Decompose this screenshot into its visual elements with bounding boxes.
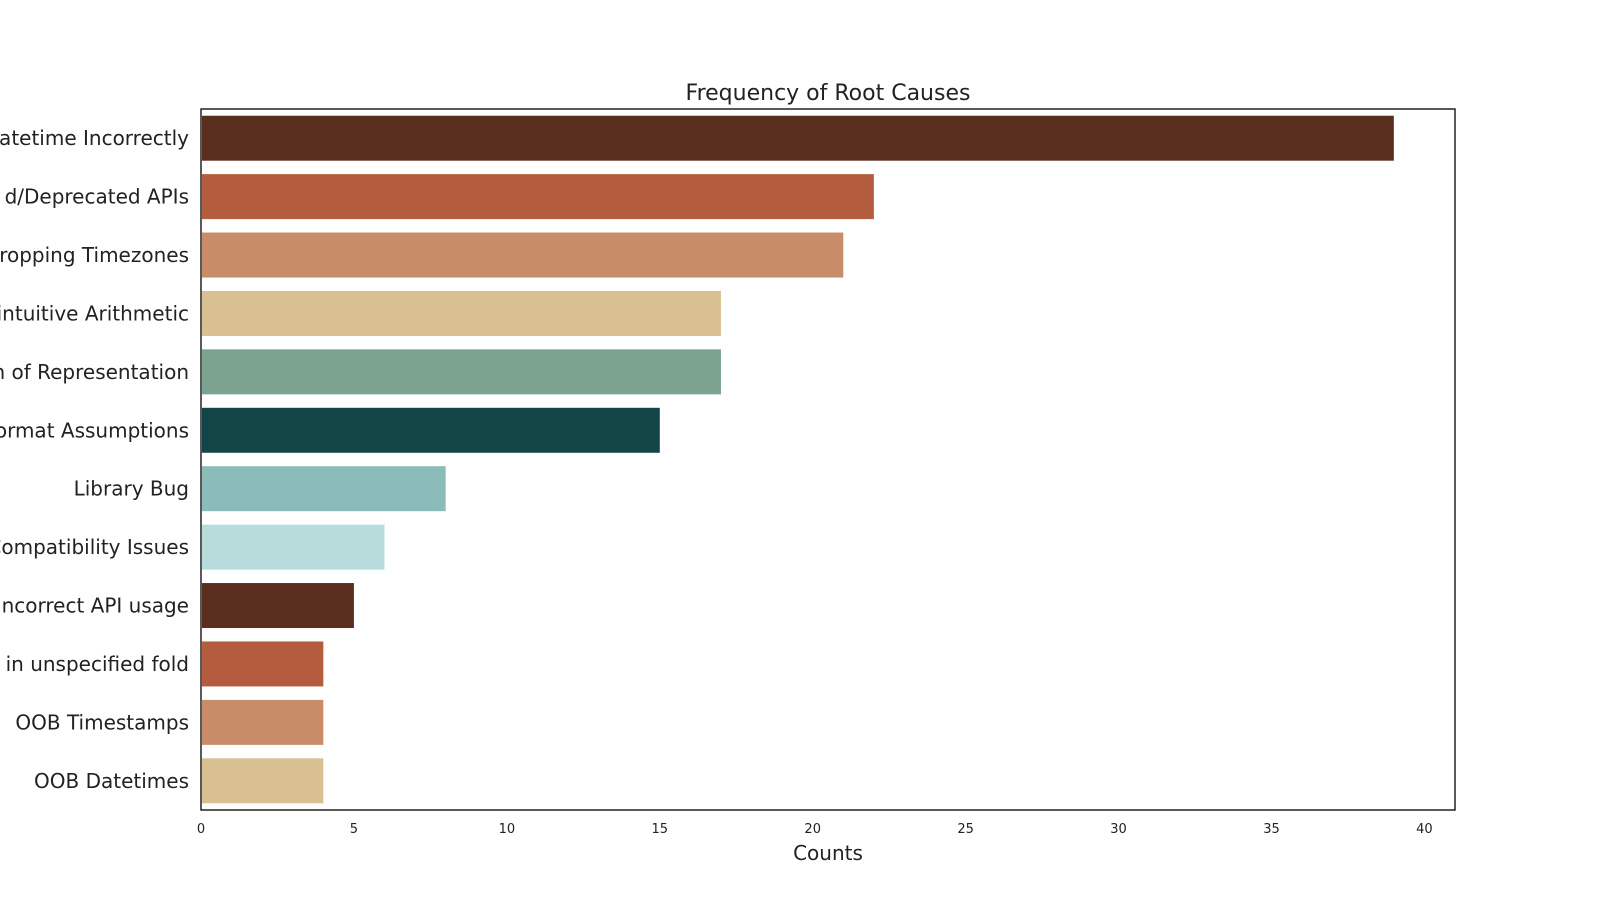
bar: [202, 232, 844, 278]
bar: [202, 115, 1394, 161]
bar: [202, 466, 446, 512]
x-tick-label: 35: [1263, 822, 1280, 837]
bar: [202, 641, 324, 687]
category-label: Datetime Incorrectly: [0, 126, 189, 150]
bar: [202, 349, 721, 395]
category-label: OOB Datetimes: [34, 769, 189, 793]
category-label: Compatibility Issues: [0, 535, 189, 559]
x-tick-label: 0: [197, 822, 205, 837]
category-label: Library Bug: [74, 477, 189, 501]
x-tick-label: 25: [957, 822, 974, 837]
x-tick-label: 5: [350, 822, 358, 837]
x-tick-label: 20: [804, 822, 821, 837]
category-label: OOB Timestamps: [15, 710, 189, 734]
plot-frame: [200, 108, 1456, 811]
x-tick-label: 15: [652, 822, 669, 837]
category-label: d/Deprecated APIs: [5, 185, 189, 209]
category-labels: Datetime Incorrectly d/Deprecated APIs rop…: [0, 126, 189, 793]
x-axis-title: Counts: [793, 841, 863, 865]
x-axis-ticks: 0 5 10 15 20 25 30 35 40: [197, 822, 1433, 837]
x-tick-label: 30: [1110, 822, 1127, 837]
bar: [202, 524, 385, 570]
chart-title: Frequency of Root Causes: [686, 81, 971, 106]
x-tick-label: 40: [1416, 822, 1433, 837]
bar: [202, 407, 660, 453]
category-label: e in unspecified fold: [0, 652, 189, 676]
category-label: ropping Timezones: [0, 243, 189, 267]
bar: [202, 174, 874, 220]
bars-group: [202, 115, 1394, 804]
category-label: ncorrect API usage: [2, 594, 189, 618]
bar: [202, 583, 354, 629]
bar: [202, 758, 324, 804]
category-label: n of Representation: [0, 360, 189, 384]
bar: [202, 699, 324, 745]
category-label: nintuitive Arithmetic: [0, 301, 189, 325]
category-label: ormat Assumptions: [0, 418, 189, 442]
bar: [202, 290, 721, 336]
x-tick-label: 10: [499, 822, 516, 837]
